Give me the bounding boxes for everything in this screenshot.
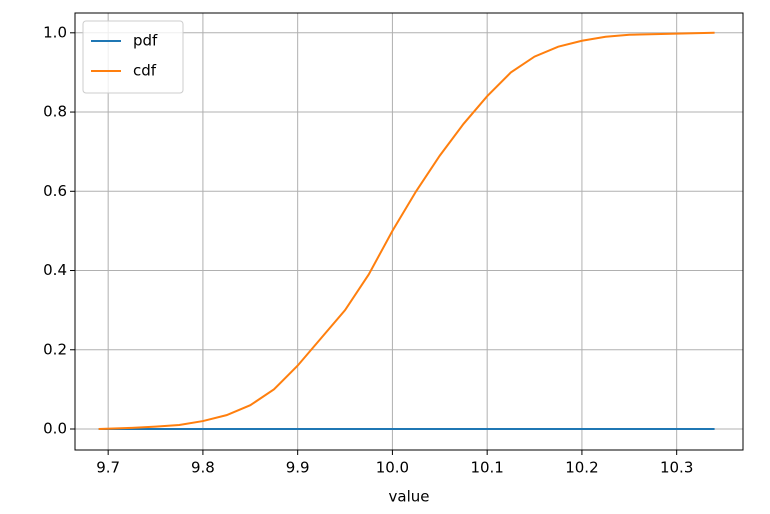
y-tick-label: 0.8 (43, 103, 67, 121)
x-tick-label: 9.8 (191, 459, 215, 477)
y-tick-label: 0.4 (43, 261, 67, 279)
legend-label: pdf (133, 32, 158, 50)
legend-label: cdf (133, 62, 157, 80)
legend-box (82, 20, 184, 94)
x-axis-label: value (389, 488, 430, 506)
y-tick-label: 0.2 (43, 340, 67, 358)
plot (98, 31, 715, 431)
x-tick-label: 10.0 (376, 459, 409, 477)
y-tick-label: 1.0 (43, 23, 67, 41)
y-tick-label: 0.6 (43, 182, 67, 200)
series-line (98, 31, 715, 431)
x-tick-label: 9.7 (96, 459, 120, 477)
x-tick-label: 10.3 (660, 459, 693, 477)
y-tick-label: 0.0 (43, 420, 67, 438)
x-tick-label: 10.1 (470, 459, 503, 477)
legend: pdf cdf (82, 20, 184, 94)
x-tick-label: 10.2 (565, 459, 598, 477)
axes-frame (74, 12, 744, 451)
x-tick-label: 9.9 (286, 459, 310, 477)
